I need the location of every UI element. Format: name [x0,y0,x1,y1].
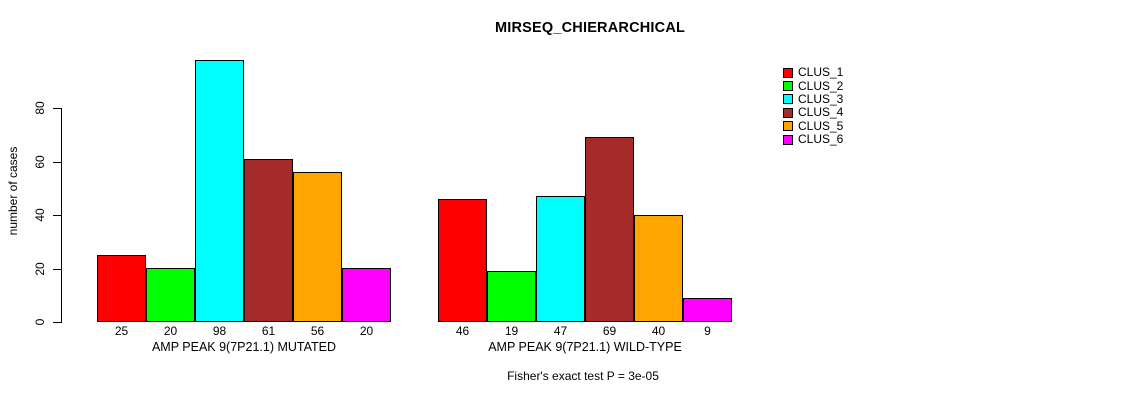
bar-clus_4-group1 [244,159,293,322]
bar-clus_1-group2 [438,199,487,322]
legend-item-label: CLUS_4 [798,105,844,120]
legend-item: CLUS_4 [783,106,843,119]
bar-clus_6-group1 [342,268,391,322]
y-tick [53,322,61,323]
bar-clus_3-group2 [536,196,585,322]
legend-item-label: CLUS_5 [798,118,844,133]
y-tick-label: 60 [33,155,47,169]
bar-clus_5-group2 [634,215,683,322]
bar-value-label: 20 [163,324,178,338]
bar-clus_4-group2 [585,137,634,322]
y-tick-label: 80 [33,101,47,115]
bar-clus_1-group1 [97,255,146,322]
legend: CLUS_1 CLUS_2 CLUS_3 CLUS_4 CLUS_5 CLUS_6 [783,66,843,146]
legend-color-swatch [783,81,793,92]
fisher-test-note: Fisher's exact test P = 3e-05 [507,369,659,383]
y-tick [53,215,61,216]
bar-value-label: 61 [261,324,276,338]
group-label: AMP PEAK 9(7P21.1) WILD-TYPE [488,340,682,354]
legend-color-swatch [783,134,793,145]
bar-clus_6-group2 [683,298,732,322]
y-tick [53,108,61,109]
bar-value-label: 56 [310,324,325,338]
group-label: AMP PEAK 9(7P21.1) MUTATED [151,340,337,354]
y-axis-label: number of cases [6,146,20,236]
y-tick-label: 40 [33,208,47,222]
bar-value-label: 20 [359,324,374,338]
y-tick [53,162,61,163]
y-tick-label: 20 [33,262,47,276]
legend-item: CLUS_6 [783,133,843,146]
legend-color-swatch [783,107,793,118]
legend-item: CLUS_3 [783,91,844,106]
bar-clus_5-group1 [293,172,342,322]
bar-clus_3-group1 [195,60,244,322]
bar-clus_2-group1 [146,268,195,322]
bar-value-label: 46 [455,324,470,338]
bar-value-label: 19 [504,324,519,338]
bar-value-label: 9 [704,324,711,338]
legend-color-swatch [783,94,793,105]
legend-item-label: CLUS_2 [798,78,844,93]
bar-value-label: 69 [602,324,617,338]
y-axis-line [61,108,62,323]
bar-value-label: 40 [651,324,666,338]
legend-color-swatch [783,121,793,132]
legend-item: CLUS_2 [783,79,843,92]
legend-item: CLUS_5 [783,118,844,133]
legend-item-label: CLUS_3 [798,91,844,106]
legend-color-swatch [783,67,793,78]
bar-value-label: 25 [114,324,129,338]
y-tick-label: 0 [33,318,47,326]
chart-title: MIRSEQ_CHIERARCHICAL [494,20,686,36]
legend-item: CLUS_1 [783,66,843,79]
bar-clus_2-group2 [487,271,536,322]
legend-item-label: CLUS_6 [798,132,844,147]
bar-value-label: 47 [553,324,568,338]
bar-value-label: 98 [212,324,227,338]
legend-item-label: CLUS_1 [798,65,844,80]
y-tick [53,269,61,270]
